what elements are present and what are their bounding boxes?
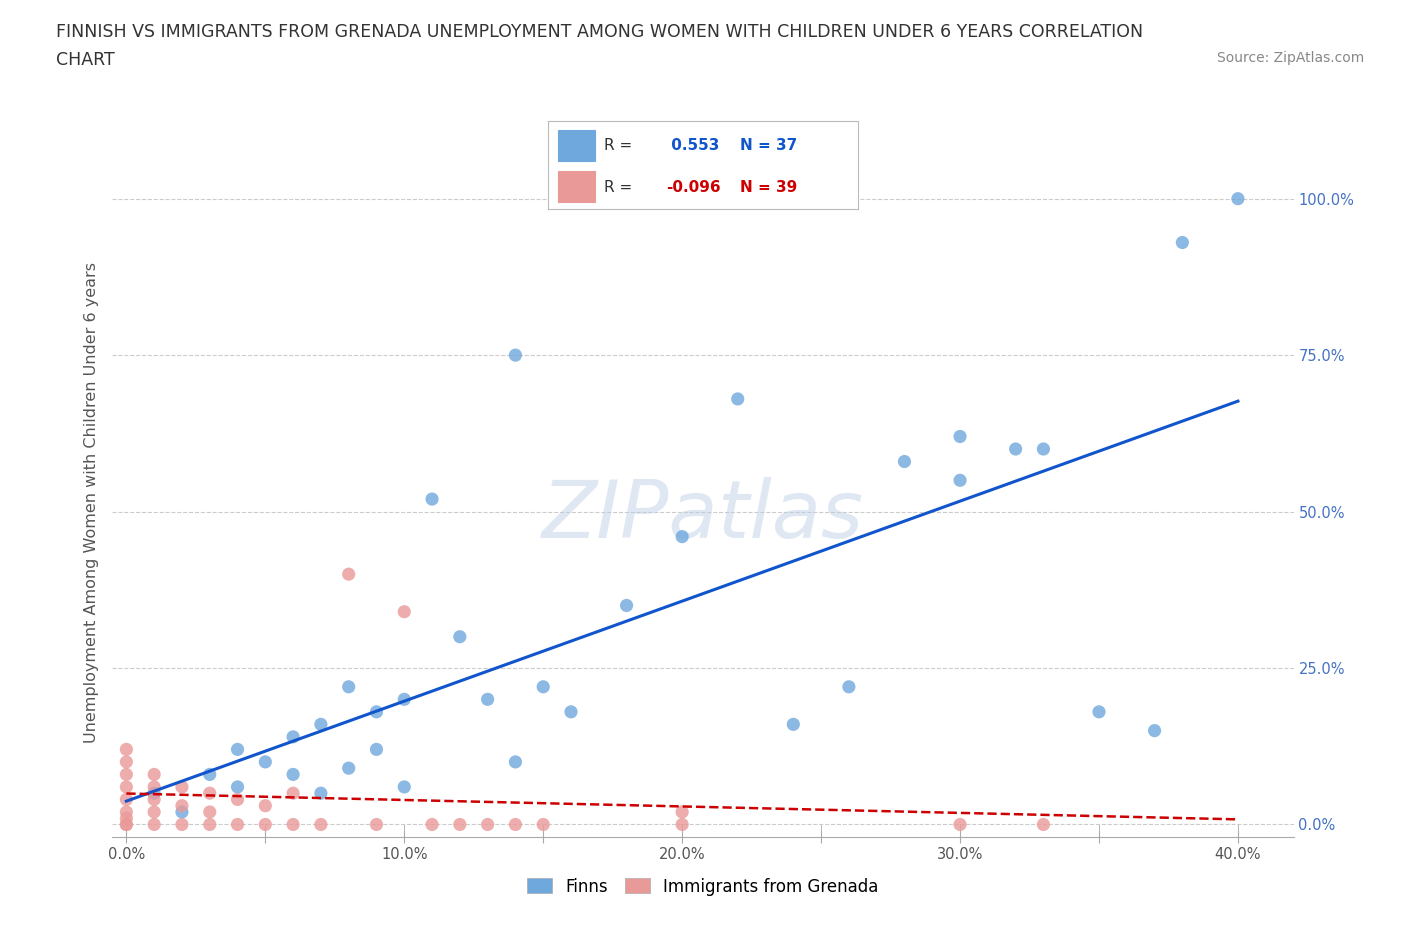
Point: [782, 717, 804, 732]
Point: [198, 817, 221, 832]
Point: [893, 454, 915, 469]
Point: [309, 717, 332, 732]
Point: [281, 786, 304, 801]
Point: [115, 792, 138, 807]
Text: Source: ZipAtlas.com: Source: ZipAtlas.com: [1216, 51, 1364, 65]
Point: [254, 798, 277, 813]
Point: [226, 742, 249, 757]
Text: 0.553: 0.553: [666, 139, 720, 153]
Point: [115, 811, 138, 826]
Point: [170, 817, 193, 832]
Y-axis label: Unemployment Among Women with Children Under 6 years: Unemployment Among Women with Children U…: [83, 261, 98, 743]
Text: ZIPatlas: ZIPatlas: [541, 476, 865, 554]
Point: [949, 817, 972, 832]
Point: [505, 817, 527, 832]
Point: [1004, 442, 1026, 457]
Point: [281, 729, 304, 744]
Point: [477, 692, 499, 707]
Point: [143, 767, 166, 782]
Point: [1171, 235, 1194, 250]
Point: [337, 680, 360, 695]
Point: [394, 604, 416, 619]
Point: [337, 761, 360, 776]
Point: [727, 392, 749, 406]
Point: [143, 804, 166, 819]
Point: [1032, 817, 1054, 832]
Point: [1088, 704, 1111, 719]
Point: [226, 817, 249, 832]
Point: [420, 817, 443, 832]
Point: [115, 767, 138, 782]
Text: CHART: CHART: [56, 51, 115, 69]
Bar: [558, 130, 595, 161]
Point: [170, 798, 193, 813]
Point: [394, 779, 416, 794]
Point: [449, 817, 471, 832]
Point: [115, 779, 138, 794]
Point: [115, 817, 138, 832]
Text: N = 39: N = 39: [740, 179, 797, 194]
Point: [671, 817, 693, 832]
Bar: [558, 171, 595, 202]
Point: [1143, 724, 1166, 738]
Point: [337, 566, 360, 581]
Point: [198, 804, 221, 819]
Point: [198, 786, 221, 801]
Point: [309, 817, 332, 832]
Point: [477, 817, 499, 832]
Point: [394, 692, 416, 707]
Point: [143, 817, 166, 832]
Point: [115, 754, 138, 769]
Point: [366, 742, 388, 757]
Point: [531, 680, 554, 695]
Point: [420, 492, 443, 507]
Point: [281, 817, 304, 832]
Point: [115, 742, 138, 757]
Point: [170, 779, 193, 794]
Point: [226, 779, 249, 794]
Point: [143, 792, 166, 807]
Legend: Finns, Immigrants from Grenada: Finns, Immigrants from Grenada: [520, 871, 886, 902]
Point: [198, 767, 221, 782]
Point: [1032, 442, 1054, 457]
Point: [309, 786, 332, 801]
Point: [143, 786, 166, 801]
Point: [949, 429, 972, 444]
Point: [505, 754, 527, 769]
Point: [616, 598, 638, 613]
Point: [366, 817, 388, 832]
Point: [170, 804, 193, 819]
Point: [143, 779, 166, 794]
Text: N = 37: N = 37: [740, 139, 797, 153]
Point: [254, 817, 277, 832]
Point: [449, 630, 471, 644]
Point: [1226, 192, 1249, 206]
Text: R =: R =: [605, 139, 633, 153]
Point: [254, 754, 277, 769]
Point: [366, 704, 388, 719]
Point: [226, 792, 249, 807]
Point: [671, 529, 693, 544]
Point: [531, 817, 554, 832]
Point: [671, 804, 693, 819]
Point: [505, 348, 527, 363]
Point: [115, 804, 138, 819]
Point: [949, 472, 972, 487]
Point: [115, 817, 138, 832]
Text: FINNISH VS IMMIGRANTS FROM GRENADA UNEMPLOYMENT AMONG WOMEN WITH CHILDREN UNDER : FINNISH VS IMMIGRANTS FROM GRENADA UNEMP…: [56, 23, 1143, 41]
Point: [281, 767, 304, 782]
Text: R =: R =: [605, 179, 633, 194]
Point: [560, 704, 582, 719]
Point: [838, 680, 860, 695]
Text: -0.096: -0.096: [666, 179, 720, 194]
